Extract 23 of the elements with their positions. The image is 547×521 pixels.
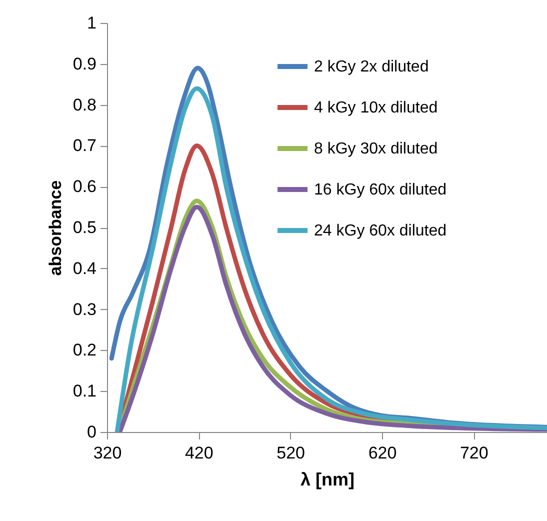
x-tick-label: 720 [460, 444, 488, 462]
legend-label: 2 kGy 2x diluted [314, 58, 429, 76]
x-tick-label: 320 [93, 444, 122, 462]
y-tick-label: 0.2 [72, 340, 96, 360]
y-tick-label: 0.1 [72, 382, 96, 401]
legend-label: 16 kGy 60x diluted [314, 182, 447, 198]
x-tick-label: 520 [276, 444, 306, 462]
y-tick-label: 1 [87, 14, 96, 32]
y-tick-label: 0 [87, 422, 96, 442]
x-axis-title: λ [nm] [300, 470, 354, 490]
y-tick-label: 0.5 [72, 218, 96, 237]
y-tick-label: 0.9 [72, 54, 96, 74]
x-tick-label: 620 [368, 444, 397, 462]
legend-label: 4 kGy 10x diluted [314, 100, 438, 116]
legend-label: 8 kGy 30x diluted [314, 140, 438, 158]
y-axis-title: absorbance [46, 180, 65, 276]
x-tick-label: 420 [184, 444, 214, 462]
legend-label: 24 kGy 60x diluted [314, 222, 447, 240]
y-tick-label: 0.4 [72, 258, 96, 278]
y-tick-label: 0.8 [72, 95, 96, 114]
y-tick-label: 0.3 [72, 300, 96, 319]
y-tick-label: 0.6 [72, 177, 96, 196]
y-tick-label: 0.7 [72, 136, 96, 156]
